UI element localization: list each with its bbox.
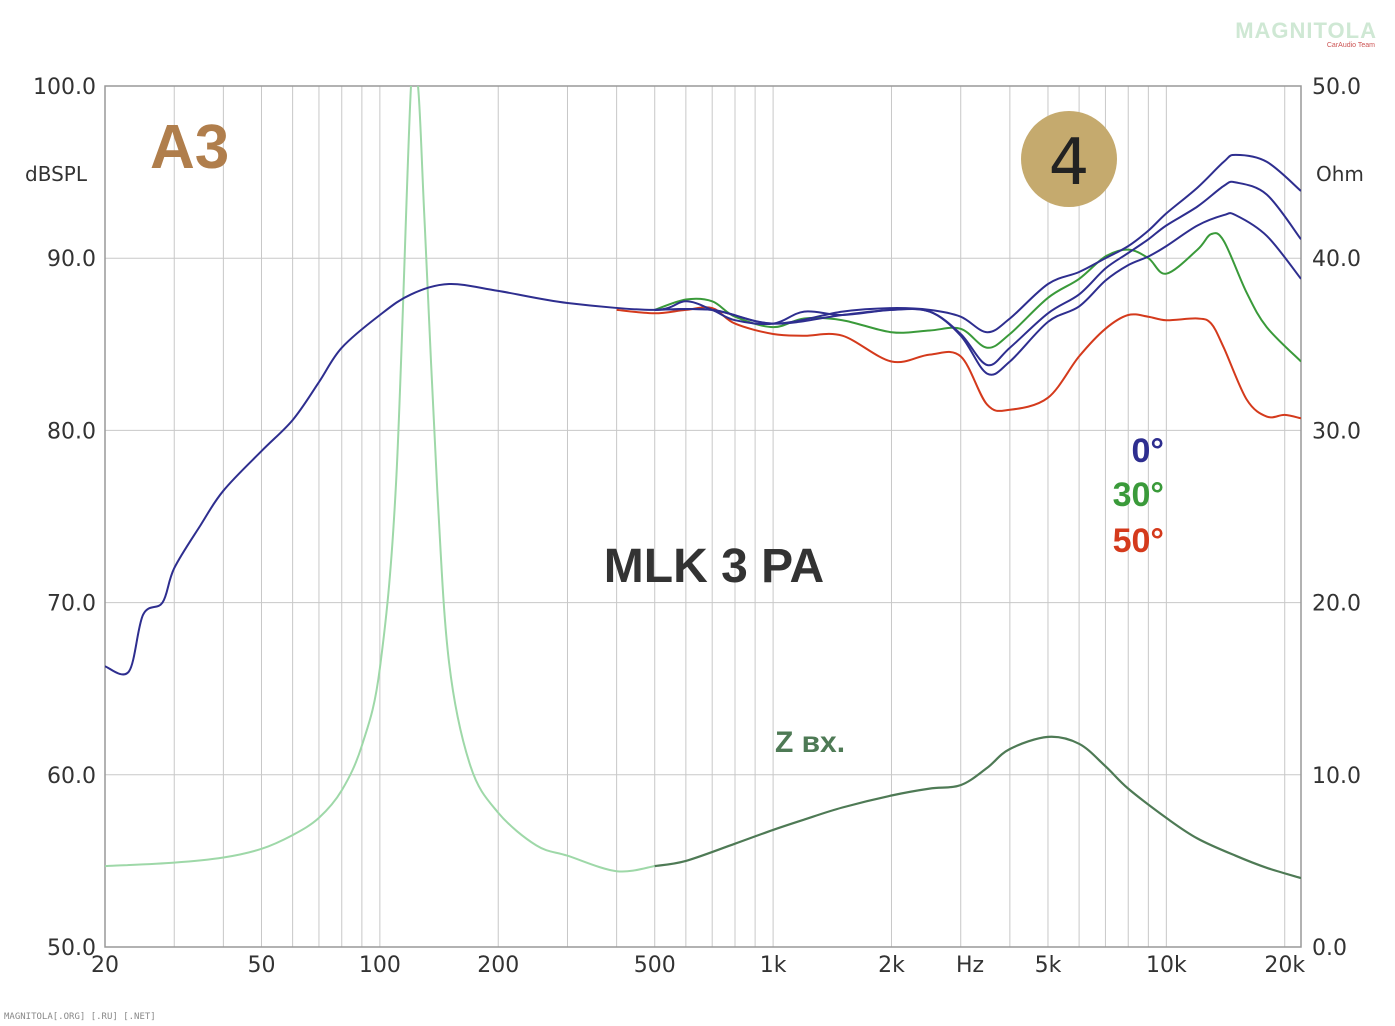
footer-watermark: MAGNITOLA[.ORG] [.RU] [.NET] bbox=[4, 1012, 156, 1022]
legend-30deg: 30° bbox=[1113, 476, 1164, 514]
logo-text: MAGNITOLA bbox=[1235, 18, 1377, 43]
right-tick-label: 40.0 bbox=[1312, 247, 1361, 272]
x-tick-label: 20k bbox=[1264, 953, 1305, 978]
x-tick-label: 1k bbox=[760, 953, 787, 978]
series-line-3 bbox=[654, 232, 1301, 363]
right-tick-label: 20.0 bbox=[1312, 592, 1361, 617]
series-lines bbox=[105, 86, 1301, 880]
left-tick-label: 100.0 bbox=[33, 75, 96, 100]
plot-frame bbox=[104, 85, 1302, 948]
right-axis-ticks: 0.0 10.0 20.0 30.0 40.0 50.0 bbox=[1312, 75, 1361, 961]
impedance-curve-high bbox=[654, 735, 1301, 880]
x-tick-label: 2k bbox=[878, 953, 905, 978]
brand-mark-text: A3 bbox=[150, 113, 229, 182]
x-tick-label: 500 bbox=[634, 953, 676, 978]
x-axis-ticks: 20 50 100 200 500 1k 2k 5k 10k 20k bbox=[91, 953, 1305, 978]
impedance-label: Z вх. bbox=[775, 726, 845, 759]
left-tick-label: 90.0 bbox=[47, 247, 96, 272]
badge-number: 4 bbox=[1049, 126, 1090, 200]
right-tick-label: 0.0 bbox=[1312, 936, 1347, 961]
impedance-curve-low bbox=[105, 86, 655, 873]
x-tick-label: 50 bbox=[247, 953, 275, 978]
left-tick-label: 50.0 bbox=[47, 936, 96, 961]
left-tick-label: 60.0 bbox=[47, 764, 96, 789]
legend-0deg: 0° bbox=[1131, 432, 1164, 470]
badge-circle bbox=[1021, 111, 1117, 207]
x-tick-label: 200 bbox=[477, 953, 519, 978]
right-tick-label: 50.0 bbox=[1312, 75, 1361, 100]
legend: 0° 30° 50° bbox=[1113, 432, 1164, 560]
legend-50deg: 50° bbox=[1113, 522, 1164, 560]
x-tick-label: 100 bbox=[359, 953, 401, 978]
series-line-4 bbox=[616, 306, 1301, 420]
series-line-1 bbox=[654, 180, 1301, 367]
right-tick-label: 30.0 bbox=[1312, 419, 1361, 444]
x-tick-label: 10k bbox=[1146, 953, 1187, 978]
series-line-0 bbox=[105, 212, 1301, 676]
x-tick-label: 5k bbox=[1035, 953, 1062, 978]
left-axis-ticks: 50.0 60.0 70.0 80.0 90.0 100.0 bbox=[33, 75, 96, 961]
x-tick-label: 20 bbox=[91, 953, 119, 978]
series-line-2 bbox=[654, 153, 1301, 334]
brand-mark: A3 bbox=[150, 113, 229, 182]
grid-lines bbox=[104, 86, 1301, 947]
x-axis-unit-label: Hz bbox=[956, 953, 984, 978]
left-axis-label: dBSPL bbox=[25, 162, 88, 186]
right-tick-label: 10.0 bbox=[1312, 764, 1361, 789]
logo-subtext: CarAudio Team bbox=[1326, 42, 1375, 49]
left-tick-label: 80.0 bbox=[47, 419, 96, 444]
model-title: MLK 3 PA bbox=[604, 540, 824, 593]
chart-number-badge: 4 bbox=[1021, 111, 1117, 207]
left-tick-label: 70.0 bbox=[47, 592, 96, 617]
right-axis-label: Ohm bbox=[1316, 162, 1364, 186]
